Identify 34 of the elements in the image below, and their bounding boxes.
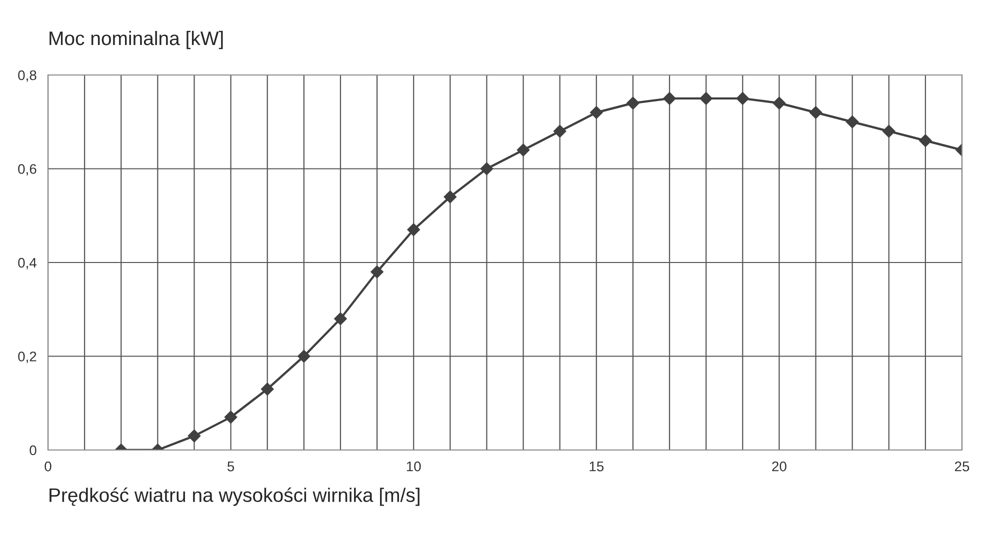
point xyxy=(846,115,859,128)
point xyxy=(260,382,274,396)
point xyxy=(700,92,712,105)
point xyxy=(298,350,310,363)
point xyxy=(480,162,494,176)
y-tick-label: 0,8 xyxy=(18,70,36,82)
x-tick-label: 25 xyxy=(954,461,970,472)
point xyxy=(444,190,457,204)
point xyxy=(188,430,201,442)
point xyxy=(516,144,530,156)
point xyxy=(553,124,566,138)
x-tick-label: 5 xyxy=(227,462,234,472)
y-tick-label: 0,4 xyxy=(18,258,36,270)
y-tick-label: 0 xyxy=(30,445,36,456)
point xyxy=(370,265,384,278)
point xyxy=(407,223,420,236)
point xyxy=(590,106,603,119)
x-tick-label: 0 xyxy=(44,461,52,472)
point xyxy=(882,124,896,138)
point xyxy=(663,92,676,105)
y-tick-label: 0,2 xyxy=(18,352,36,364)
point xyxy=(809,106,822,119)
y-tick-label: 0,6 xyxy=(18,164,36,176)
x-tick-label: 15 xyxy=(590,462,604,472)
point xyxy=(334,312,347,326)
x-tick-label: 20 xyxy=(772,461,786,472)
x-tick-label: 10 xyxy=(406,461,421,472)
point xyxy=(772,96,786,110)
y-axis-title: Moc nominalna [kW] xyxy=(50,30,223,50)
point xyxy=(736,92,750,105)
point xyxy=(626,96,640,110)
point xyxy=(919,134,932,148)
x-axis-title: Prędkość wiatru na wysokości wirnika [m/s] xyxy=(50,488,420,506)
point xyxy=(224,410,238,424)
